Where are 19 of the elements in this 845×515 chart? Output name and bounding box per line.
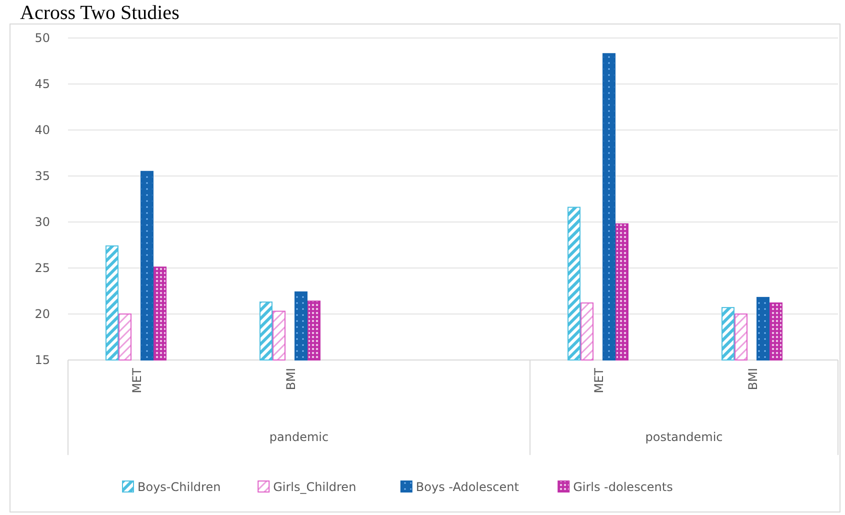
y-tick-label: 35 <box>34 169 50 184</box>
y-tick-label: 25 <box>34 261 50 276</box>
x-tick-label: MET <box>592 367 606 394</box>
legend-label: Boys -Adolescent <box>416 480 520 494</box>
y-tick-label: 45 <box>34 77 50 92</box>
legend-label: Girls -dolescents <box>573 480 673 494</box>
y-tick-label: 15 <box>34 353 50 368</box>
legend-label: Boys-Children <box>138 480 221 494</box>
y-tick-label: 20 <box>34 307 50 322</box>
chart-title: Across Two Studies <box>20 2 180 24</box>
y-tick-label: 30 <box>34 215 50 230</box>
legend-label: Girls_Children <box>273 480 356 494</box>
x-tick-label: BMI <box>284 368 298 390</box>
y-tick-label: 50 <box>34 31 50 46</box>
text: postandemic <box>645 430 723 444</box>
y-tick-label: 40 <box>34 123 50 138</box>
text: pandemic <box>269 430 329 444</box>
x-tick-label: BMI <box>746 368 760 390</box>
x-tick-label: MET <box>130 367 144 394</box>
